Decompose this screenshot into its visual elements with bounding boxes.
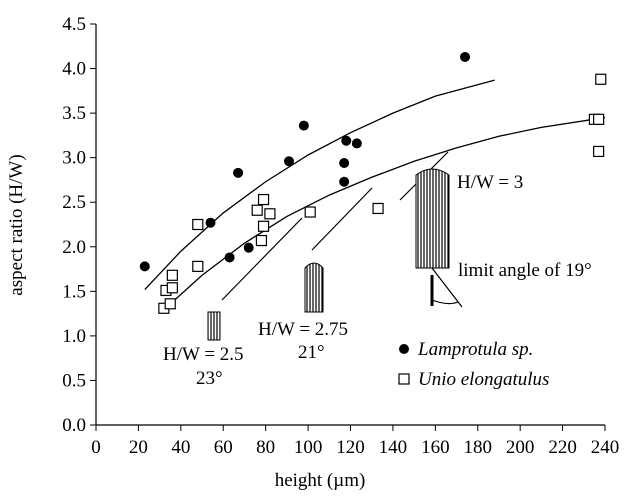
y-tick-label: 1.5 xyxy=(62,281,86,302)
point xyxy=(460,51,471,62)
x-tick-label: 40 xyxy=(171,437,190,458)
y-tick-label: 0.0 xyxy=(62,415,86,436)
annotation: H/W = 2.75 xyxy=(258,319,348,340)
point xyxy=(341,135,352,146)
point xyxy=(339,158,350,169)
point xyxy=(593,113,605,125)
y-tick-label: 0.5 xyxy=(62,370,86,391)
point xyxy=(233,167,244,178)
point xyxy=(166,282,178,294)
point xyxy=(372,202,384,215)
y-tick-label: 4.5 xyxy=(62,14,86,35)
x-tick-label: 20 xyxy=(129,437,148,458)
point xyxy=(257,193,270,206)
point xyxy=(166,269,178,281)
point xyxy=(339,176,350,187)
legend-marker xyxy=(398,373,410,385)
point xyxy=(224,252,235,263)
point xyxy=(257,220,270,232)
point xyxy=(595,73,607,85)
y-tick-label: 3.5 xyxy=(62,103,86,124)
x-tick-label: 180 xyxy=(464,437,493,458)
point xyxy=(255,234,268,247)
annotation: limit angle of 19° xyxy=(458,260,592,281)
point xyxy=(264,208,276,220)
point xyxy=(298,120,309,131)
point xyxy=(205,217,216,228)
fit-curve xyxy=(159,116,606,315)
point xyxy=(593,145,605,158)
x-tick-label: 160 xyxy=(421,437,450,458)
point xyxy=(351,138,362,149)
x-tick-label: 140 xyxy=(379,437,408,458)
point xyxy=(243,242,254,253)
y-tick-label: 4.0 xyxy=(62,59,86,80)
x-tick-label: 120 xyxy=(336,437,365,458)
y-tick-label: 3.0 xyxy=(62,148,86,169)
x-tick-label: 200 xyxy=(506,437,535,458)
legend-marker xyxy=(399,344,409,354)
y-tick-label: 2.5 xyxy=(62,192,86,213)
annotation: 23° xyxy=(196,368,223,389)
legend-label: Unio elongatulus xyxy=(418,369,549,390)
legend-label: Lamprotula sp. xyxy=(417,339,533,360)
point xyxy=(283,156,294,167)
fit-curve xyxy=(144,79,495,290)
x-tick-label: 100 xyxy=(294,437,323,458)
x-axis-label: height (µm) xyxy=(275,470,366,491)
point xyxy=(192,260,204,272)
annotation: H/W = 3 xyxy=(457,172,523,193)
point xyxy=(304,206,316,218)
x-tick-label: 220 xyxy=(548,437,577,458)
x-tick-label: 0 xyxy=(91,437,101,458)
y-axis-label: aspect ratio (H/W) xyxy=(6,154,27,295)
x-tick-label: 80 xyxy=(256,437,275,458)
x-tick-label: 60 xyxy=(214,437,233,458)
point xyxy=(139,261,150,272)
point xyxy=(164,298,176,310)
point xyxy=(251,204,263,216)
y-tick-label: 2.0 xyxy=(62,237,86,258)
shell-icons xyxy=(207,168,450,341)
annotation: 21° xyxy=(298,342,325,363)
x-tick-label: 240 xyxy=(591,437,620,458)
annotation: H/W = 2.5 xyxy=(163,344,244,365)
point xyxy=(192,218,204,231)
y-tick-label: 1.0 xyxy=(62,326,86,347)
